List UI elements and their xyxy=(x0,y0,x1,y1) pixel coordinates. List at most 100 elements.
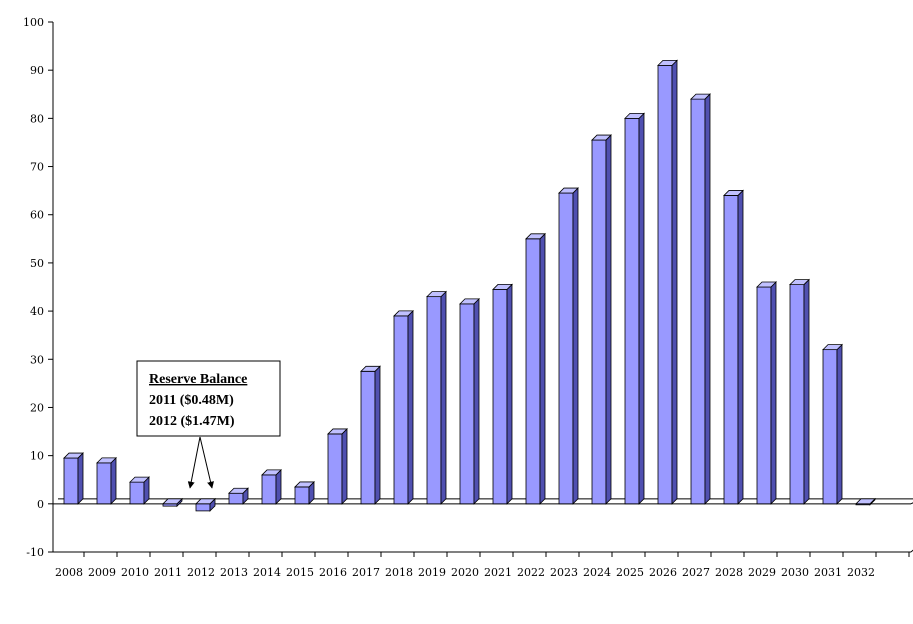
bar-front xyxy=(558,192,574,505)
bar xyxy=(63,452,84,505)
y-tick-label: 100 xyxy=(23,16,44,29)
annotation-box xyxy=(136,360,281,437)
bar-top xyxy=(327,428,348,435)
bar-front xyxy=(525,238,541,505)
x-tick-label: 2011 xyxy=(154,566,182,579)
y-tick-label: 20 xyxy=(30,401,44,414)
x-tick-label: 2027 xyxy=(682,566,710,579)
bar xyxy=(822,343,843,505)
bar xyxy=(558,187,579,505)
y-tick-label: 50 xyxy=(30,257,44,270)
x-tick-labels: 2008 2009 2010 2011 2012 2013 2014 2015 2016 2017… xyxy=(55,566,875,579)
y-tick-label: -10 xyxy=(26,546,44,559)
x-tick-label: 2010 xyxy=(121,566,149,579)
bar-front xyxy=(723,195,739,505)
bar-side xyxy=(275,468,282,505)
bar-top xyxy=(294,481,315,488)
bar-side xyxy=(803,278,810,505)
x-tick-label: 2029 xyxy=(748,566,776,579)
x-tick-label: 2018 xyxy=(385,566,413,579)
bar-top xyxy=(426,291,447,298)
bar xyxy=(855,497,876,506)
bar xyxy=(294,480,315,505)
bar xyxy=(624,112,645,505)
bar-top xyxy=(228,487,249,494)
bar-top xyxy=(558,187,579,194)
bar-top xyxy=(624,112,645,119)
y-tick-label: 10 xyxy=(30,450,44,463)
x-tick-label: 2023 xyxy=(550,566,578,579)
bar-front xyxy=(360,370,376,505)
annotation-callout: Reserve Balance 2011 ($0.48M) 2012 ($1.4… xyxy=(136,360,281,489)
bar-top xyxy=(459,298,480,305)
bars xyxy=(63,59,876,512)
bar-side xyxy=(506,283,513,505)
annotation-line-2011: 2011 ($0.48M) xyxy=(149,393,234,408)
x-tick-label: 2022 xyxy=(517,566,545,579)
bar-top xyxy=(96,457,117,464)
x-tick-label: 2021 xyxy=(484,566,512,579)
bar-top xyxy=(162,498,183,505)
bar-top xyxy=(591,134,612,141)
y-tick-labels: -10 0 10 20 30 40 50 60 70 80 90 100 xyxy=(23,16,44,559)
x-tick-label: 2016 xyxy=(319,566,347,579)
bar-top xyxy=(63,452,84,459)
bar-front xyxy=(459,303,475,505)
x-tick-label: 2013 xyxy=(220,566,248,579)
bar-side xyxy=(638,112,645,505)
axes xyxy=(48,21,913,557)
bar-front xyxy=(624,117,640,505)
bar-top xyxy=(525,233,546,240)
x-tick-label: 2008 xyxy=(55,566,83,579)
bar-side xyxy=(110,456,117,505)
y-tick-label: 0 xyxy=(37,498,44,511)
bar-top xyxy=(822,344,843,351)
bar xyxy=(195,497,216,512)
bar xyxy=(327,427,348,505)
bar xyxy=(261,468,282,505)
bar-top xyxy=(129,476,150,483)
bar-top xyxy=(492,284,513,290)
x-tick-label: 2031 xyxy=(814,566,842,579)
bar xyxy=(657,59,678,505)
y-tick-label: 60 xyxy=(30,209,44,222)
bar-front xyxy=(96,462,112,505)
bar-front xyxy=(822,349,838,505)
bar-top xyxy=(360,365,381,372)
bar xyxy=(525,232,546,505)
bar xyxy=(228,487,249,505)
x-tick-label: 2014 xyxy=(253,566,281,579)
x-tick-label: 2032 xyxy=(847,566,875,579)
bar-side xyxy=(605,134,612,505)
x-tick-label: 2019 xyxy=(418,566,446,579)
bar xyxy=(492,283,513,505)
bar-front xyxy=(63,457,79,505)
x-tick-label: 2012 xyxy=(187,566,215,579)
y-tick-label: 40 xyxy=(30,305,44,318)
y-tick-label: 80 xyxy=(30,112,44,125)
bar xyxy=(756,281,777,505)
x-tick-label: 2030 xyxy=(781,566,809,579)
bar xyxy=(393,309,414,505)
x-tick-label: 2025 xyxy=(616,566,644,579)
bar xyxy=(789,278,810,505)
bar-side xyxy=(539,232,546,505)
x-tick-label: 2017 xyxy=(352,566,380,579)
y-tick-label: 30 xyxy=(30,353,44,366)
bar-front xyxy=(756,286,772,505)
x-tick-label: 2024 xyxy=(583,566,611,579)
bar-front xyxy=(591,139,607,505)
bar-front xyxy=(789,284,805,505)
bar xyxy=(690,93,711,505)
bar-front xyxy=(657,64,673,505)
bar xyxy=(591,134,612,505)
bar-top xyxy=(657,59,678,66)
y-tick-label: 70 xyxy=(30,161,44,174)
bar-front xyxy=(426,296,442,505)
bar-side xyxy=(440,290,447,505)
x-tick-label: 2026 xyxy=(649,566,677,579)
bar-front xyxy=(228,492,244,505)
annotation-arrow xyxy=(199,436,214,489)
bar xyxy=(723,189,744,505)
